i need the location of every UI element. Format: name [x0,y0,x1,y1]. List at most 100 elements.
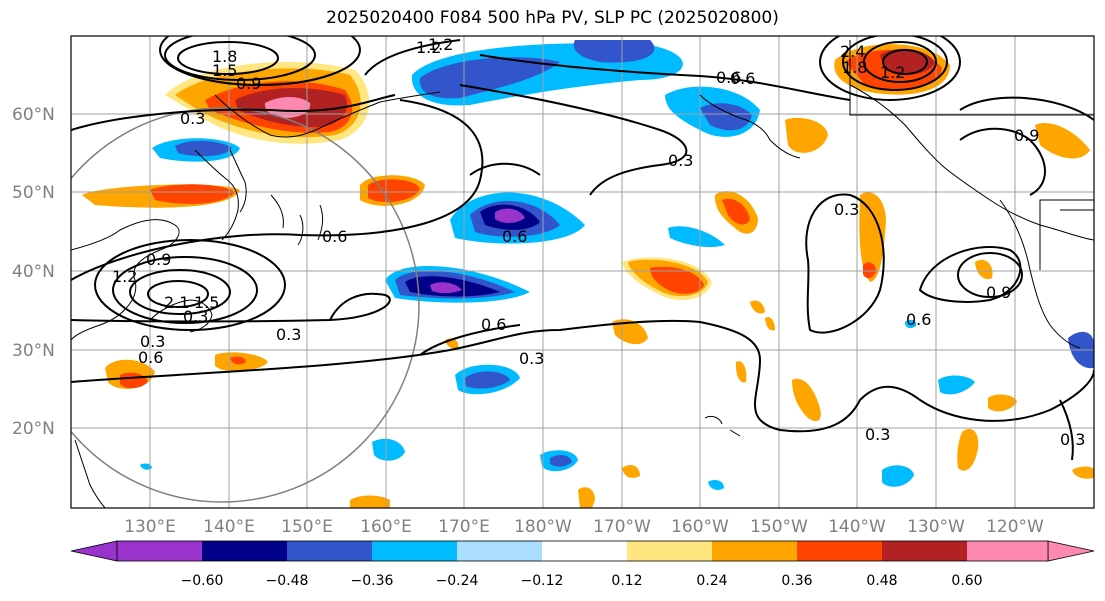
contour-label: 0.9 [236,74,261,93]
pv-positive-blob [735,361,747,383]
contour-label: 0.6 [322,227,347,246]
colorbar-segment [627,541,712,561]
pv-negative-blob [882,465,914,487]
pv-negative-blob [465,371,510,389]
lat-label: 50°N [12,183,55,203]
contour-label: 0.3 [519,349,544,368]
pv-negative-blob [573,40,655,63]
colorbar-tick-label: −0.48 [266,573,309,589]
colorbar-tick-label: 0.12 [611,573,642,589]
pv-positive-blob [750,300,765,314]
pv-positive-blob [957,428,979,471]
colorbar-tick-label: 0.36 [781,573,812,589]
map-frame [70,35,1095,509]
pv-positive-blob [975,259,993,280]
lon-label: 160°W [671,517,729,537]
lat-label: 30°N [12,341,55,361]
pv-positive-blob [150,184,235,204]
map-title: 2025020400 F084 500 hPa PV, SLP PC (2025… [326,8,779,28]
pv-positive-blob [650,266,704,294]
contour-label: 1.8 [842,58,867,77]
lon-label: 120°W [986,517,1044,537]
pv-negative-blob [430,282,462,294]
pv-positive-blob [350,495,390,508]
colorbar-tick-label: −0.12 [521,573,564,589]
pv-positive-blob [863,262,876,279]
colorbar-segment [372,541,457,561]
pv-negative-blob [708,480,724,490]
lon-label: 150°W [750,517,808,537]
contour-label: 0.3 [140,332,165,351]
contour-label: 0.3 [1060,430,1085,449]
contour-labels: 1.8 1.2 1.5 0.9 0.3 1.2 0.6 2.4 1.8 1.2 … [112,35,1085,449]
lon-label: 170°E [438,517,490,537]
contour-label: 0.3 [276,325,301,344]
colorbar-tick-label: 0.48 [866,573,897,589]
contour-label: 1.8 [212,47,237,66]
pv-negative-blob [175,140,232,157]
contour-label: 1.5 [212,61,237,80]
colorbar-tick-label: −0.36 [351,573,394,589]
pv-positive-blob [368,179,420,203]
contour-label: 0.6 [481,315,506,334]
latitude-labels: 60°N 50°N 40°N 30°N 20°N [12,105,55,439]
pv-negative-blob [495,208,525,223]
pv-negative-blob [372,438,405,461]
contour-label: 1.2 [428,35,453,54]
contour-label: 1.5 [194,293,219,312]
contour-label: 0.6 [906,310,931,329]
colorbar-tick-label: 0.60 [951,573,982,589]
pv-positive-blob [1035,122,1090,159]
contour-label: 0.6 [138,348,163,367]
colorbar-segment [967,541,1048,561]
lon-label: 130°E [124,517,176,537]
contour-label: 2.4 [840,42,865,61]
lon-label: 150°E [281,517,333,537]
colorbar-left-extend [70,540,118,562]
slp-contours [71,36,1094,461]
colorbar-segment [202,541,287,561]
pv-positive-blob [792,378,821,422]
pv-negative-blob [419,57,560,99]
contour-label: 0.9 [146,250,171,269]
contour-label: 0.3 [183,307,208,326]
contour-label: 2.1 [164,293,189,312]
pv-positive-blob [230,356,246,365]
lon-label: 180°W [514,517,572,537]
lon-label: 170°W [593,517,651,537]
pv-negative-blob [668,226,725,248]
contour-label: 1.2 [880,63,905,82]
pv-positive-blob [859,192,886,282]
contour-label: 0.3 [668,151,693,170]
pv-negative-blob [550,454,572,467]
contour-label: 1.2 [416,38,441,57]
pv-positive-blob [988,394,1017,412]
lon-label: 140°E [203,517,255,537]
lat-label: 40°N [12,262,55,282]
pv-positive-blob [1072,466,1094,479]
contour-label: 0.6 [502,227,527,246]
contour-label: 0.3 [180,109,205,128]
contour-label: 0.6 [730,69,755,88]
pv-positive-blob [880,48,935,75]
colorbar-frame [116,540,1049,562]
colorbar-tick-label: −0.60 [181,573,224,589]
lat-label: 60°N [12,105,55,125]
lon-label: 130°W [907,517,965,537]
contour-label: 0.9 [986,283,1011,302]
contour-label: 0.3 [834,200,859,219]
colorbar: −0.60 −0.48 −0.36 −0.24 −0.12 0.12 0.24 … [70,540,1095,589]
lon-label: 160°E [360,517,412,537]
longitude-labels: 130°E 140°E 150°E 160°E 170°E 180°W 170°… [124,517,1044,537]
pv-positive-blob [765,317,775,331]
colorbar-segment [287,541,372,561]
colorbar-segment [712,541,797,561]
colorbar-segment [457,541,542,561]
pv-positive-blob [264,97,311,118]
pv-positive-blob [578,487,595,508]
colorbar-segment [882,541,967,561]
pv-positive-blob [612,319,648,345]
colorbar-segment [117,541,202,561]
contour-label: 0.6 [716,68,741,87]
